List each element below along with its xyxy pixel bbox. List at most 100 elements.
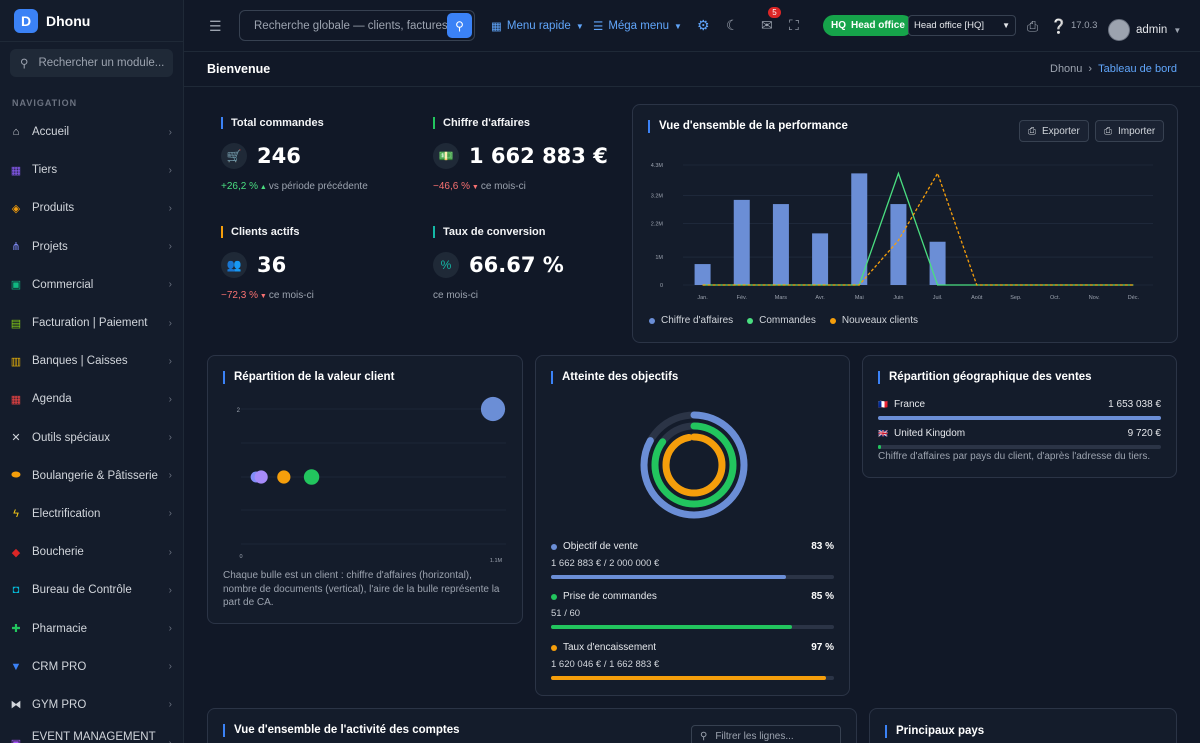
kpi-change-row: ce mois-ci xyxy=(433,290,564,301)
objective-percent: 83 % xyxy=(811,541,834,552)
fullscreen-icon[interactable]: ⛶ xyxy=(789,17,799,33)
chevron-right-icon: › xyxy=(168,355,172,367)
objectives-card: Atteinte des objectifs Objectif de vente… xyxy=(535,355,850,696)
caret-down-icon: ▼ xyxy=(469,184,481,191)
sidebar-item-electrification[interactable]: ϟ Electrification › xyxy=(0,495,183,533)
performance-legend: Chiffre d'affaires Commandes Nouveaux clie… xyxy=(649,315,918,326)
bar-chiffre-affaires[interactable] xyxy=(694,264,711,285)
cart-icon: 🛒 xyxy=(221,143,247,169)
caret-down-icon: ▼ xyxy=(257,293,269,300)
kpi-value-row: 👥 36 xyxy=(221,252,314,278)
brand[interactable]: D Dhonu xyxy=(0,0,183,42)
sidebar-item-banques-caisses[interactable]: ▥ Banques | Caisses › xyxy=(0,342,183,380)
line-nouveaux-clients[interactable] xyxy=(702,171,1134,286)
bar-chiffre-affaires[interactable] xyxy=(851,173,868,285)
x-tick-label: Avr. xyxy=(815,295,825,301)
quick-menu-button[interactable]: ▦ Menu rapide ▼ xyxy=(491,19,584,33)
entity-select[interactable]: Head office [HQ] ▼ xyxy=(908,15,1016,36)
global-search-input[interactable]: Recherche globale — clients, factures, p… xyxy=(239,10,475,41)
notification-bell-icon[interactable]: ✉ 5 xyxy=(761,7,781,34)
search-icon: ⚲ xyxy=(20,58,29,70)
legend-item[interactable]: Commandes xyxy=(747,315,816,326)
sidebar-item-agenda[interactable]: ▦ Agenda › xyxy=(0,380,183,418)
chevron-down-icon: ▼ xyxy=(674,21,682,31)
sidebar-item-boulangerie-p-tisserie[interactable]: ⬬ Boulangerie & Pâtisserie › xyxy=(0,457,183,495)
sidebar-item-projets[interactable]: ⋔ Projets › xyxy=(0,228,183,266)
search-icon: ⚲ xyxy=(455,18,464,33)
y-tick-label: 2.2M xyxy=(651,222,664,228)
ring-progress[interactable] xyxy=(651,422,737,508)
filter-rows-input[interactable]: ⚲ Filtrer les lignes... xyxy=(691,725,841,743)
settings-gear-icon[interactable]: ⚙ xyxy=(697,17,710,33)
ring-progress[interactable] xyxy=(662,433,726,497)
objective-detail: 1 662 883 € / 2 000 000 € xyxy=(551,558,660,569)
export-button[interactable]: ⎙ Exporter xyxy=(1019,120,1089,142)
module-search-input[interactable]: ⚲ Rechercher un module... xyxy=(10,49,173,77)
client-bubble[interactable] xyxy=(480,396,506,422)
line-commandes[interactable] xyxy=(702,171,1134,286)
project-icon: ⋔ xyxy=(11,241,21,254)
head-office-badge[interactable]: HQ Head office xyxy=(823,15,913,36)
user-menu[interactable]: admin ▼ xyxy=(1108,19,1181,41)
client-bubble[interactable] xyxy=(254,470,268,484)
sidebar-item-label: Commercial xyxy=(32,278,94,291)
geo-bar xyxy=(878,416,1161,420)
search-button[interactable]: ⚲ xyxy=(447,13,472,38)
sidebar-item-facturation-paiement[interactable]: ▤ Facturation | Paiement › xyxy=(0,304,183,342)
breadcrumb-current[interactable]: Tableau de bord xyxy=(1098,63,1177,75)
cross-icon: ✚ xyxy=(11,623,21,636)
import-icon: ⎙ xyxy=(1104,125,1112,137)
chevron-right-icon: › xyxy=(168,126,172,138)
kpi-title: Chiffre d'affaires xyxy=(433,117,608,129)
client-bubble-chart: 2 0 1.1M xyxy=(237,396,506,564)
legend-item[interactable]: Nouveaux clients xyxy=(829,315,918,326)
kpi-note: vs période précédente xyxy=(268,181,368,192)
bar-chiffre-affaires[interactable] xyxy=(772,204,789,285)
bar-chiffre-affaires[interactable] xyxy=(812,233,829,285)
geo-bar xyxy=(878,445,1161,449)
breadcrumb-home[interactable]: Dhonu xyxy=(1050,63,1083,75)
import-button[interactable]: ⎙ Importer xyxy=(1095,120,1165,142)
sidebar-item-outils-sp-ciaux[interactable]: ✕ Outils spéciaux › xyxy=(0,419,183,457)
objective-item: Objectif de vente 83 % 1 662 883 € / 2 000… xyxy=(551,541,834,579)
legend-item[interactable]: Chiffre d'affaires xyxy=(649,315,733,326)
legend-label: Chiffre d'affaires xyxy=(661,315,734,326)
grid-icon: ▦ xyxy=(491,21,502,33)
print-icon[interactable]: ⎙ xyxy=(1027,18,1039,34)
sidebar-item-gym-pro[interactable]: ⧓ GYM PRO › xyxy=(0,686,183,724)
quick-menu-label: Menu rapide xyxy=(506,20,571,32)
nav-section-title: NAVIGATION xyxy=(12,98,78,108)
hamburger-menu-icon[interactable]: ☰ xyxy=(209,18,222,34)
dark-mode-icon[interactable]: ☾ xyxy=(726,17,739,33)
sidebar-item-produits[interactable]: ◈ Produits › xyxy=(0,189,183,227)
bar-chiffre-affaires[interactable] xyxy=(733,199,750,285)
objective-dot xyxy=(551,593,557,600)
geo-row: 🇬🇧 United Kingdom 9 720 € xyxy=(878,428,1161,449)
client-bubble[interactable] xyxy=(303,469,320,485)
app-name: Dhonu xyxy=(46,12,91,29)
sidebar-item-pharmacie[interactable]: ✚ Pharmacie › xyxy=(0,609,183,647)
x-tick-label: Nov. xyxy=(1089,295,1100,301)
geo-sales-note: Chiffre d'affaires par pays du client, d… xyxy=(878,451,1151,462)
kpi-value-row: 🛒 246 xyxy=(221,143,368,169)
y-tick-label: 0 xyxy=(660,283,663,289)
sidebar-item-boucherie[interactable]: ◆ Boucherie › xyxy=(0,533,183,571)
ring-progress[interactable] xyxy=(640,411,748,519)
mega-menu-button[interactable]: ☰ Méga menu ▼ xyxy=(593,19,682,33)
bar-chiffre-affaires[interactable] xyxy=(929,241,946,285)
sidebar-item-event-management-p[interactable]: ▣ EVENT MANAGEMENT P... › xyxy=(0,724,183,743)
sidebar-item-tiers[interactable]: ▦ Tiers › xyxy=(0,151,183,189)
help-icon[interactable]: ❔ xyxy=(1050,18,1068,34)
sidebar-item-crm-pro[interactable]: ▼ CRM PRO › xyxy=(0,648,183,686)
sidebar-item-accueil[interactable]: ⌂ Accueil › xyxy=(0,113,183,151)
kpi-money: Chiffre d'affaires 💵 1 662 883 € −46,6 % ▼ … xyxy=(433,117,608,192)
legend-swatch xyxy=(747,317,754,324)
sidebar-item-commercial[interactable]: ▣ Commercial › xyxy=(0,266,183,304)
geo-row-header: 🇫🇷 France 1 653 038 € xyxy=(878,399,1161,410)
bar-chiffre-affaires[interactable] xyxy=(890,204,907,285)
client-bubble[interactable] xyxy=(277,470,291,484)
geo-amount: 9 720 € xyxy=(1127,428,1161,439)
kpi-title: Taux de conversion xyxy=(433,226,564,238)
sidebar-item-bureau-de-contr-le[interactable]: ◘ Bureau de Contrôle › xyxy=(0,571,183,609)
sidebar-item-label: Boucherie xyxy=(32,546,84,559)
